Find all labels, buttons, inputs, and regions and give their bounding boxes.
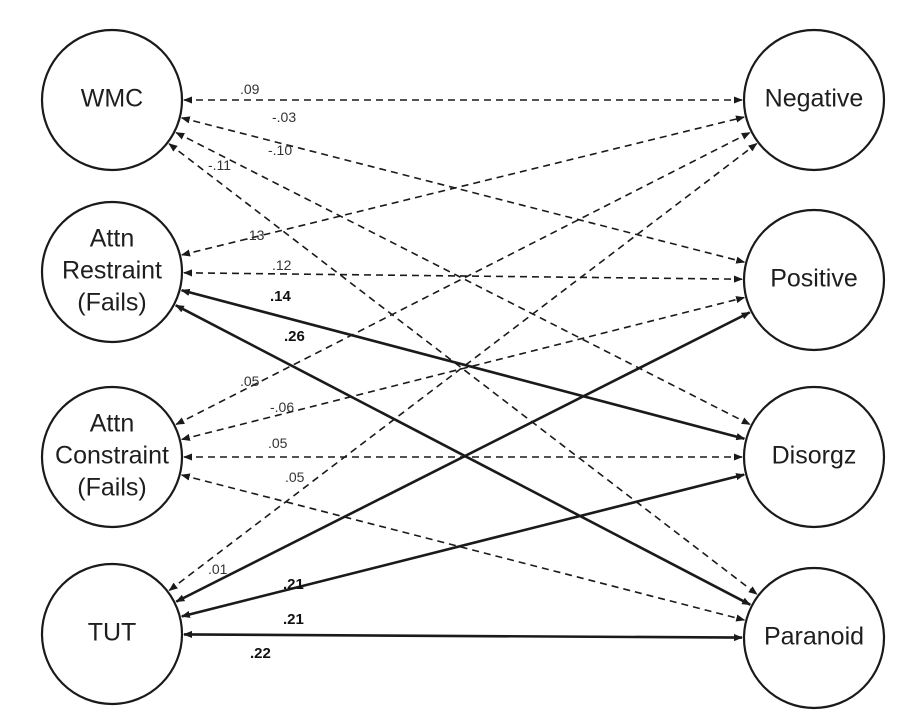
node-label-attn-restraint: (Fails) <box>77 289 146 317</box>
node-label-negative: Negative <box>765 85 864 113</box>
node-label-attn-constraint: Constraint <box>55 442 169 470</box>
node-label-attn-constraint: Attn <box>90 410 134 438</box>
coef-label-attn-constraint-to-disorgz: .05 <box>268 435 288 451</box>
coef-label-wmc-to-paranoid: -.11 <box>208 157 231 173</box>
coef-label-attn-restraint-to-paranoid: .26 <box>284 328 305 345</box>
node-circle-wmc <box>40 28 184 172</box>
node-label-tut: TUT <box>88 619 137 647</box>
node-circle-negative <box>742 28 886 172</box>
node-label-attn-restraint: Attn <box>90 225 134 253</box>
node-negative: Negative <box>742 28 886 172</box>
node-attn-constraint: Attn Constraint (Fails) <box>40 385 184 529</box>
coef-label-attn-restraint-to-positive: .12 <box>272 257 292 273</box>
node-circle-tut <box>40 562 184 706</box>
edge-attn-restraint-to-disorgz <box>180 288 746 441</box>
node-circle-attn-restraint <box>40 200 184 344</box>
nodes-layer: WMC Attn Restraint (Fails) Attn Constraint (Fa… <box>40 28 886 710</box>
coef-label-attn-constraint-to-positive: -.06 <box>270 399 294 415</box>
node-attn-restraint: Attn Restraint (Fails) <box>40 200 184 344</box>
node-disorgz: Disorgz <box>742 385 886 529</box>
node-paranoid: Paranoid <box>742 566 886 710</box>
edge-attn-restraint-to-positive <box>183 269 743 283</box>
coef-label-tut-to-positive: .21 <box>283 576 304 593</box>
node-label-attn-restraint: Restraint <box>62 257 162 285</box>
node-label-wmc: WMC <box>81 85 143 113</box>
edge-tut-to-disorgz <box>180 473 746 618</box>
node-label-disorgz: Disorgz <box>772 442 857 470</box>
node-circle-disorgz <box>742 385 886 529</box>
coef-label-tut-to-disorgz: .21 <box>283 611 304 628</box>
edges-layer <box>168 96 758 642</box>
node-wmc: WMC <box>40 28 184 172</box>
node-label-positive: Positive <box>770 265 858 293</box>
node-label-paranoid: Paranoid <box>764 623 864 651</box>
node-positive: Positive <box>742 208 886 352</box>
node-circle-paranoid <box>742 566 886 710</box>
coef-label-wmc-to-negative: .09 <box>240 81 260 97</box>
node-label-attn-constraint: (Fails) <box>77 474 146 502</box>
edge-tut-to-paranoid <box>183 630 743 642</box>
node-tut: TUT <box>40 562 184 706</box>
node-circle-positive <box>742 208 886 352</box>
coef-label-attn-constraint-to-paranoid: .05 <box>285 469 305 485</box>
coef-label-attn-restraint-to-disorgz: .14 <box>270 288 292 305</box>
coef-label-tut-to-negative: .01 <box>208 561 228 577</box>
coefficient-labels-layer: .09 -.03 -.10 -.11 .13 .12 .14 .26 .05 -.06 .05 .05… <box>208 81 305 662</box>
edge-attn-constraint-to-positive <box>180 296 746 441</box>
coef-label-attn-constraint-to-negative: .05 <box>240 373 260 389</box>
coef-label-wmc-to-positive: -.03 <box>272 109 296 125</box>
edge-attn-restraint-to-negative <box>181 115 745 257</box>
coef-label-wmc-to-disorgz: -.10 <box>268 142 292 158</box>
coef-label-attn-restraint-to-negative: .13 <box>245 227 265 243</box>
edge-wmc-to-positive <box>180 116 746 264</box>
coef-label-tut-to-paranoid: .22 <box>250 645 271 662</box>
node-circle-attn-constraint <box>40 385 184 529</box>
